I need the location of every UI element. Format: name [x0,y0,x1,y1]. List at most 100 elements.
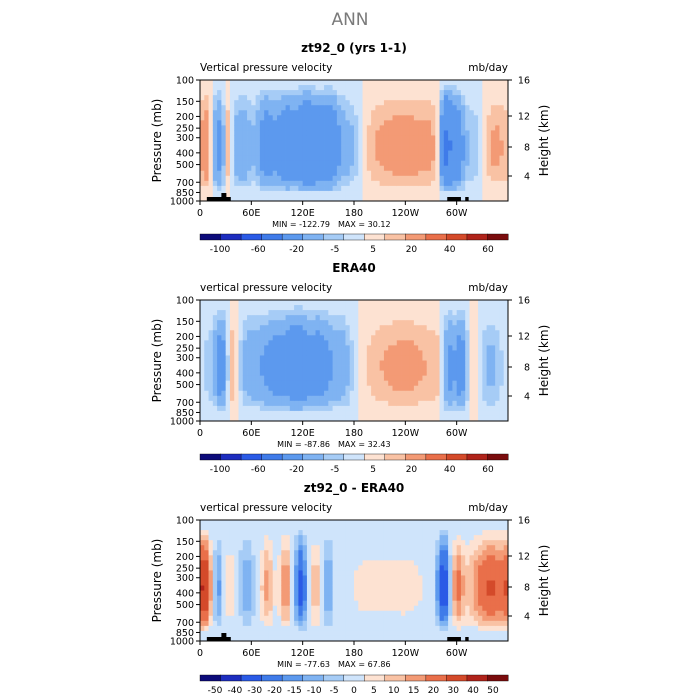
heatmap-cell [221,330,227,336]
heatmap-cell [285,180,291,187]
heatmap-cell [486,305,492,311]
heatmap-cell [341,400,346,407]
heatmap-cell [490,195,496,202]
heatmap-cell [225,170,231,177]
heatmap-cell [392,605,398,612]
heatmap-cell [396,550,402,556]
heatmap-cell [388,140,393,146]
heatmap-cell [383,380,389,387]
heatmap-cell [268,175,274,182]
heatmap-cell [229,345,235,351]
heatmap-cell [409,350,415,356]
heatmap-cell [460,150,466,157]
heatmap-cell [229,380,235,387]
heatmap-cell [388,80,393,86]
heatmap-cell [499,415,505,422]
heatmap-cell [221,525,227,531]
heatmap-cell [268,365,274,371]
heatmap-cell [422,385,428,392]
heatmap-cell [392,630,398,637]
heatmap-cell [396,590,402,597]
heatmap-cell [319,575,325,581]
heatmap-cell [418,370,423,377]
heatmap-cell [358,410,363,417]
heatmap-cell [405,140,411,146]
heatmap-cell [452,410,458,417]
heatmap-cell [255,80,261,86]
heatmap-cell [431,390,436,397]
heatmap-cell [306,390,312,397]
heatmap-cell [328,195,334,202]
page-title: ANN [331,10,369,30]
heatmap-cell [225,630,231,637]
heatmap-cell [443,550,449,556]
heatmap-cell [371,140,376,146]
heatmap-cell [264,550,269,556]
heatmap-cell [264,115,269,121]
heatmap-cell [371,370,376,377]
heatmap-cell [281,135,286,141]
heatmap-cell [268,330,274,336]
heatmap-cell [272,90,278,96]
heatmap-cell [234,415,239,422]
heatmap-cell [499,405,505,412]
heatmap-cell [306,160,312,167]
heatmap-cell [495,395,500,402]
heatmap-cell [486,110,492,116]
heatmap-cell [409,360,415,366]
heatmap-cell [379,540,385,546]
heatmap-cell [354,315,359,321]
heatmap-cell [289,525,295,531]
heatmap-cell [366,330,372,336]
heatmap-cell [465,180,470,187]
heatmap-cell [324,90,329,96]
heatmap-cell [499,140,505,146]
heatmap-cell [366,135,372,141]
heatmap-cell [229,625,235,632]
heatmap-cell [225,95,231,101]
heatmap-cell [319,395,325,402]
heatmap-cell [435,105,440,111]
heatmap-cell [268,575,274,581]
heatmap-cell [247,180,252,187]
heatmap-cell [375,360,381,366]
heatmap-cell [345,355,351,361]
heatmap-cell [242,610,248,617]
heatmap-cell [490,120,496,126]
heatmap-cell [251,345,257,351]
heatmap-cell [375,375,381,382]
heatmap-cell [422,400,428,407]
heatmap-cell [358,335,363,341]
heatmap-cell [478,85,483,91]
heatmap-cell [354,345,359,351]
heatmap-cell [469,145,475,151]
heatmap-cell [255,160,261,167]
heatmap-cell [431,610,436,617]
heatmap-cell [281,80,286,86]
heatmap-cell [503,170,509,177]
heatmap-cell [268,165,274,172]
heatmap-cell [255,90,261,96]
heatmap-cell [302,325,308,331]
heatmap-cell [285,300,291,306]
heatmap-cell [234,590,239,597]
heatmap-cell [349,370,355,377]
heatmap-cell [409,585,415,591]
heatmap-cell [405,615,411,622]
heatmap-cell [302,85,308,91]
heatmap-cell [383,340,389,346]
heatmap-cell [354,600,359,607]
heatmap-cell [431,635,436,642]
heatmap-cell [362,530,368,536]
heatmap-cell [341,305,346,311]
heatmap-cell [285,530,291,536]
heatmap-cell [503,130,509,136]
heatmap-cell [294,80,299,86]
heatmap-cell [251,600,257,607]
heatmap-cell [465,405,470,412]
heatmap-cell [439,525,445,531]
heatmap-cell [238,320,244,326]
heatmap-cell [234,615,239,622]
heatmap-cell [469,195,475,202]
heatmap-cell [431,410,436,417]
